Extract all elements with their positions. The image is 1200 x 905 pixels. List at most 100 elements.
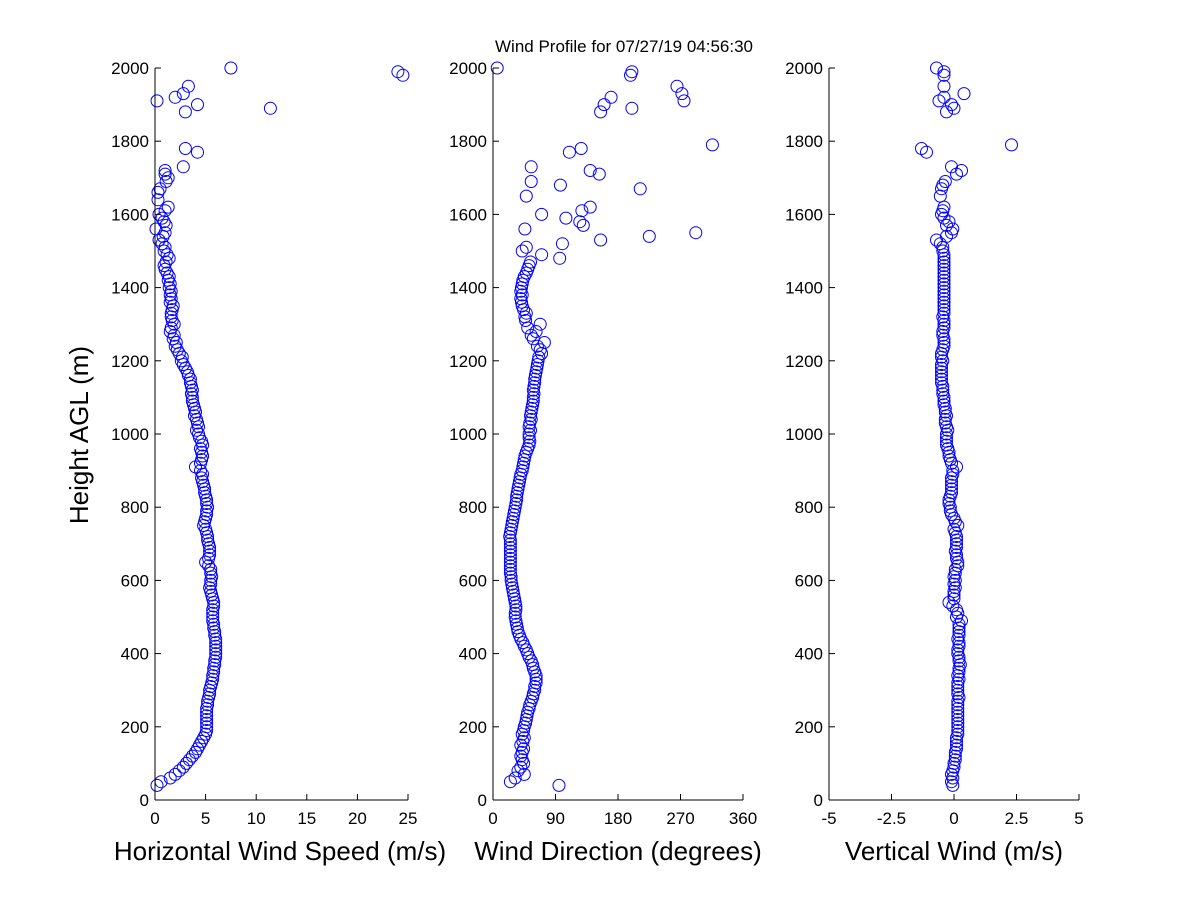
data-point — [576, 218, 590, 232]
data-point — [160, 266, 174, 280]
data-point — [952, 628, 966, 642]
data-point — [937, 295, 951, 309]
data-point — [175, 350, 189, 364]
data-point — [528, 376, 542, 390]
data-point — [950, 742, 963, 756]
data-point — [947, 592, 961, 606]
data-point — [503, 566, 517, 580]
data-point — [164, 321, 178, 335]
data-point — [508, 610, 522, 624]
data-point — [951, 709, 965, 723]
data-point — [162, 270, 176, 284]
y-tick-label: 0 — [814, 791, 823, 810]
y-tick-label: 800 — [795, 498, 823, 517]
data-point — [948, 562, 962, 576]
data-point — [937, 262, 951, 276]
data-point — [594, 105, 608, 119]
data-point — [935, 368, 948, 382]
data-point — [951, 720, 965, 734]
data-point — [263, 101, 277, 115]
data-point — [937, 306, 951, 320]
data-point — [209, 636, 223, 650]
data-point — [951, 698, 965, 712]
data-point — [158, 226, 172, 240]
data-point — [185, 749, 199, 763]
data-point — [517, 270, 531, 284]
y-tick-label: 2000 — [785, 59, 823, 78]
data-point — [200, 497, 214, 510]
data-point — [161, 200, 175, 214]
data-point — [947, 588, 961, 602]
data-point — [208, 628, 222, 642]
data-point — [208, 658, 222, 672]
y-tick-label: 400 — [459, 645, 487, 664]
data-point — [947, 511, 961, 525]
data-point — [594, 233, 608, 247]
data-point — [182, 753, 196, 767]
data-point — [517, 731, 531, 745]
data-point — [942, 595, 956, 609]
data-point — [200, 713, 214, 726]
data-point — [937, 211, 951, 225]
data-point — [955, 614, 968, 628]
y-tick-label: 1400 — [449, 279, 487, 298]
data-point — [519, 643, 533, 657]
data-point — [951, 559, 965, 573]
data-point — [159, 255, 173, 269]
data-point — [179, 756, 193, 770]
x-ticks: 0 5 10 15 20 25 — [150, 794, 417, 828]
y-tick-label: 1600 — [785, 205, 823, 224]
data-point — [957, 87, 971, 101]
y-tick-label: 2000 — [111, 59, 149, 78]
data-point — [951, 724, 965, 737]
y-ticks: 0 200 400 600 800 1000 1200 1400 1600 1800 2000 — [449, 59, 499, 810]
data-point — [516, 636, 530, 650]
data-point — [946, 599, 960, 613]
data-point — [940, 105, 953, 119]
data-point — [514, 738, 528, 752]
data-point — [952, 639, 966, 653]
y-tick-label: 800 — [459, 498, 487, 517]
x-axis-label-vertical: Vertical Wind (m/s) — [845, 836, 1063, 866]
data-point — [503, 544, 517, 558]
x-axis-label-speed: Horizontal Wind Speed (m/s) — [114, 836, 446, 866]
data-point — [936, 387, 950, 401]
data-point — [559, 211, 573, 225]
data-point — [176, 760, 190, 774]
data-point — [195, 434, 209, 448]
y-tick-label: 1800 — [785, 132, 823, 151]
data-point — [942, 497, 956, 510]
data-point — [937, 299, 951, 313]
data-point — [167, 328, 181, 342]
data-point — [952, 665, 966, 679]
data-point — [519, 189, 533, 203]
data-point — [185, 394, 199, 408]
y-tick-label: 1800 — [449, 132, 487, 151]
data-point — [519, 306, 533, 320]
data-point — [935, 372, 948, 386]
x-tick-label: 5 — [1074, 809, 1083, 828]
panel-horizontal-wind-speed: 0 200 400 600 800 1000 1200 1400 1600 1800 2000 0 5… — [64, 59, 446, 866]
x-tick-label: 0 — [150, 809, 159, 828]
data-point — [946, 222, 960, 236]
data-point — [200, 705, 214, 719]
data-point — [204, 562, 218, 576]
data-point — [937, 303, 951, 317]
data-point — [203, 687, 217, 701]
y-tick-label: 1000 — [111, 425, 149, 444]
data-point — [940, 434, 953, 448]
data-point — [937, 79, 951, 93]
data-point — [936, 244, 950, 258]
data-point — [955, 164, 968, 177]
data-point — [192, 427, 205, 441]
data-point — [200, 716, 214, 730]
data-point — [948, 753, 962, 767]
data-point — [945, 486, 958, 500]
data-point — [950, 541, 963, 554]
y-tick-label: 400 — [121, 645, 149, 664]
data-point — [935, 361, 948, 375]
data-point — [150, 778, 164, 792]
data-point — [537, 336, 551, 349]
data-point — [391, 65, 405, 79]
